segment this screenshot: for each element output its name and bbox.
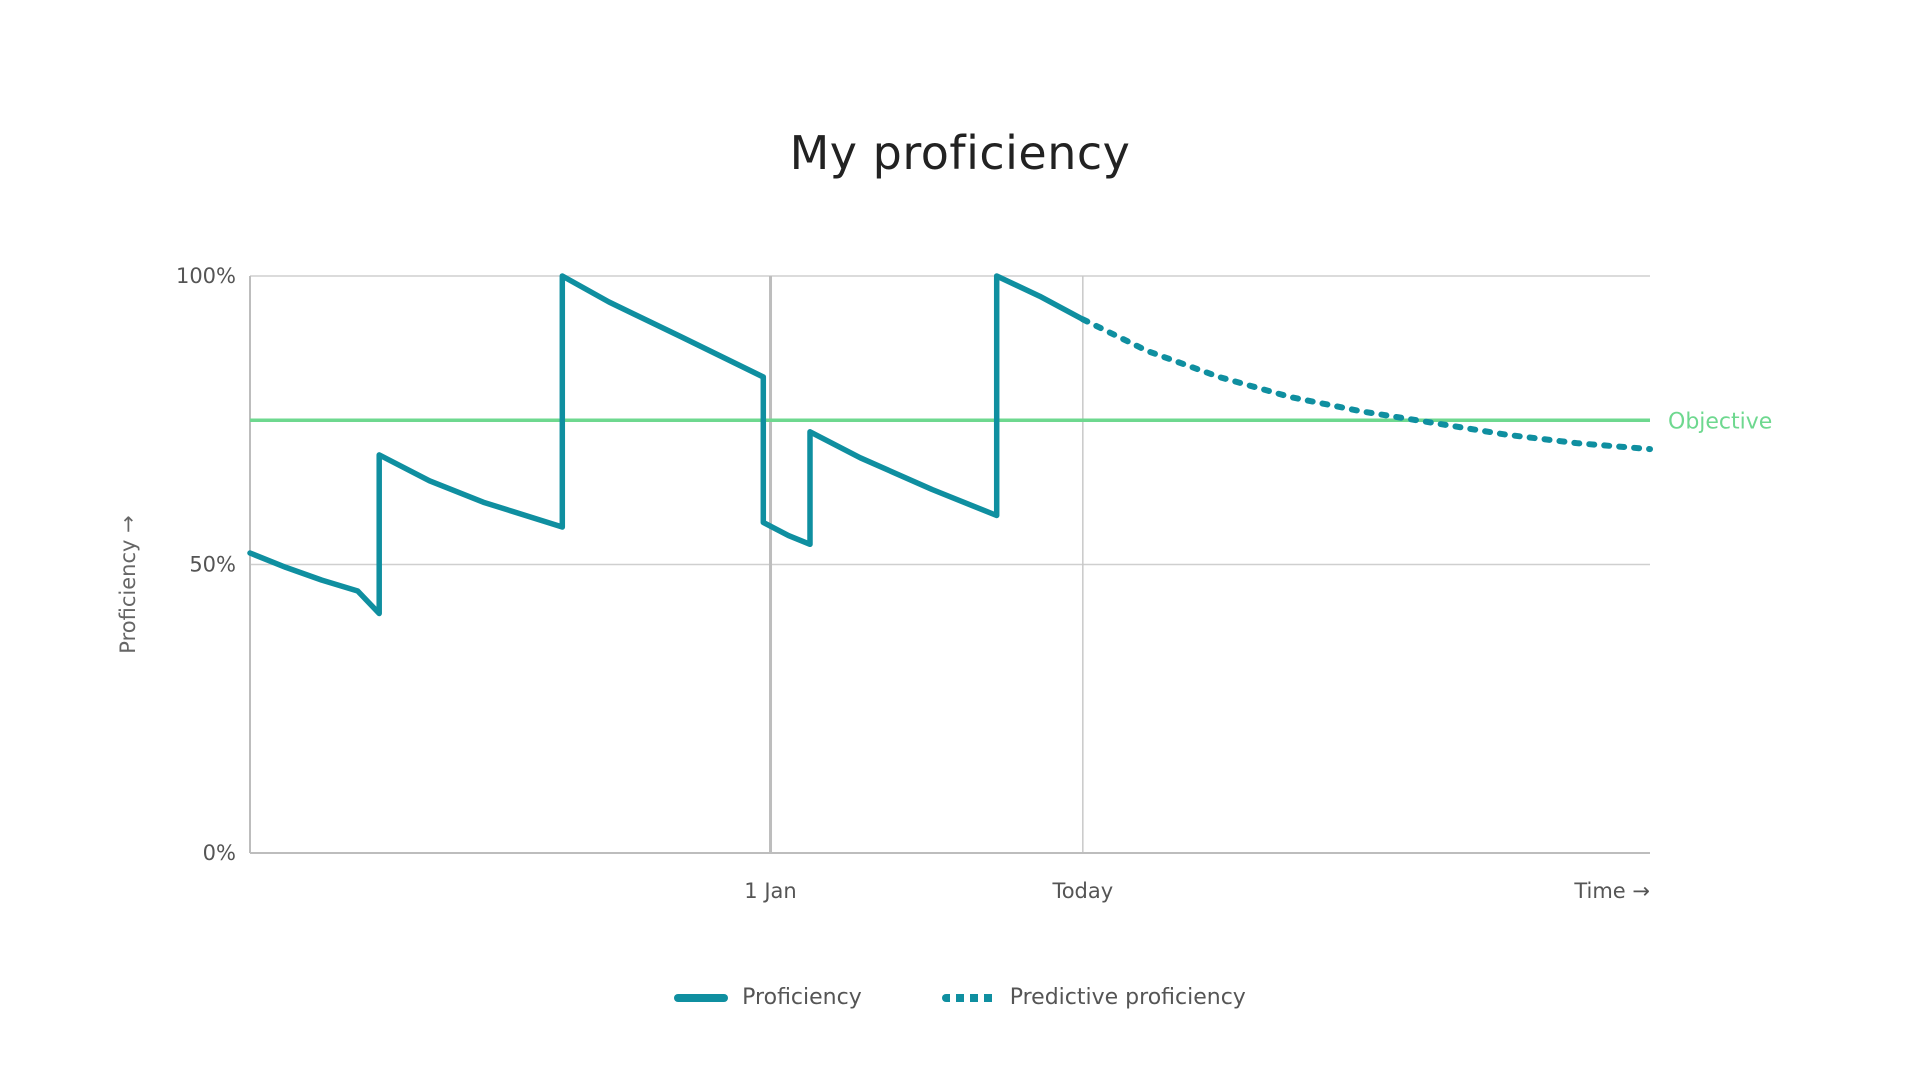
- x-tick-label: Time →: [1573, 879, 1650, 903]
- objective-label: Objective: [1668, 409, 1772, 434]
- axis-layer: [249, 276, 1650, 854]
- legend-label-predictive-proficiency: Predictive proficiency: [1009, 985, 1246, 1010]
- legend-item-proficiency: Proficiency: [674, 985, 862, 1010]
- series-line-predictive-proficiency: [1079, 316, 1653, 453]
- legend-swatch-dotted: [941, 993, 996, 1002]
- chart-legend: Proficiency Predictive proficiency: [0, 985, 1920, 1010]
- chart-title: My proficiency: [789, 126, 1131, 180]
- legend-label-proficiency: Proficiency: [742, 985, 862, 1010]
- legend-swatch-solid: [674, 993, 729, 1002]
- y-tick-label: 0%: [203, 841, 236, 865]
- series-layer: [247, 273, 1653, 617]
- y-tick-label: 50%: [189, 553, 236, 577]
- x-tick-label: Today: [1051, 879, 1113, 903]
- grid-layer: [250, 275, 1650, 853]
- legend-item-predictive-proficiency: Predictive proficiency: [941, 985, 1246, 1010]
- label-layer: 0% 50% 100% 1 Jan Today Time → Proficiency → Ob…: [116, 264, 1772, 903]
- series-line-proficiency: [247, 273, 1086, 617]
- y-axis-title: Proficiency →: [116, 515, 140, 653]
- x-tick-label: 1 Jan: [744, 879, 796, 903]
- y-tick-label: 100%: [176, 264, 236, 288]
